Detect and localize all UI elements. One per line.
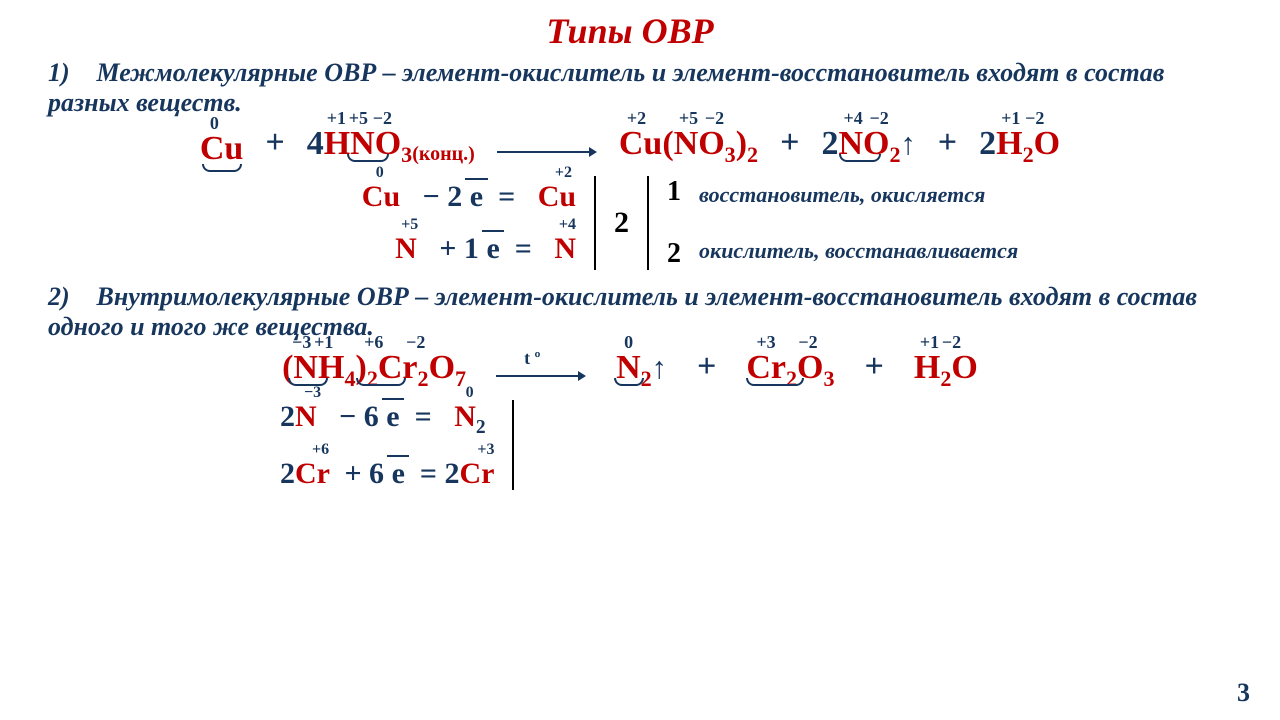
plus-icon: + xyxy=(938,124,957,166)
half-reaction-cu: 0 +2 Cu − 2 e = Cu xyxy=(362,180,576,214)
role-labels: восстановитель, окисляетсяокислитель, во… xyxy=(699,182,1018,264)
divider xyxy=(512,400,514,490)
electron-balance-2: −3 0 2N − 6 e = N2 +6 +3 2Cr + 6 e = 2Cr xyxy=(120,400,1220,491)
page-title: Типы ОВР xyxy=(40,10,1220,52)
plus-icon: + xyxy=(265,124,284,166)
multipliers: 12 xyxy=(667,176,681,270)
eq2-h2o: +1−2 H2O xyxy=(914,351,978,390)
divider xyxy=(594,176,596,270)
section-term: Внутримолекулярные ОВР xyxy=(97,282,409,311)
section-2: 2) Внутримолекулярные ОВР – элемент-окис… xyxy=(48,282,1220,342)
divider xyxy=(647,176,649,270)
eq1-h2o: +1−2 2H2O xyxy=(979,127,1060,166)
common-multiple: 2 xyxy=(614,206,629,240)
half-reaction-cr: +6 +3 2Cr + 6 e = 2Cr xyxy=(280,457,494,491)
arrow-icon: t º xyxy=(496,366,586,390)
eq1-cuno32: +2+5−2 Cu(NO3)2 xyxy=(619,127,758,166)
arrow-icon xyxy=(497,142,597,166)
plus-icon: + xyxy=(865,348,884,390)
section-term: Межмолекулярные ОВР xyxy=(97,58,377,87)
equation-1: 0 Cu + +1+5−2 4HNO3(конц.) +2+5−2 Cu(NO3… xyxy=(40,124,1220,166)
eq1-cu: 0 Cu xyxy=(200,132,243,166)
eq2-n2: 0 N2↑ xyxy=(616,351,667,390)
page-number: 3 xyxy=(1237,678,1250,708)
eq1-hno3: +1+5−2 4HNO3(конц.) xyxy=(307,127,475,166)
section-num: 1) xyxy=(48,58,90,88)
eq1-no2: +4−2 2NO2↑ xyxy=(821,127,915,166)
plus-icon: + xyxy=(780,124,799,166)
equation-2: −3+1+6−2 (NH4)2Cr2O7 t º 0 N2↑ + +3−2 Cr… xyxy=(40,348,1220,390)
half-reaction-n: +5 +4 N + 1 e = N xyxy=(395,232,576,266)
half-reaction-n2: −3 0 2N − 6 e = N2 xyxy=(280,400,486,439)
section-num: 2) xyxy=(48,282,90,312)
eq2-cr2o3: +3−2 Cr2O3 xyxy=(746,351,834,390)
electron-balance-1: 0 +2 Cu − 2 e = Cu +5 +4 N + 1 e = N 2 1… xyxy=(160,176,1220,270)
plus-icon: + xyxy=(697,348,716,390)
